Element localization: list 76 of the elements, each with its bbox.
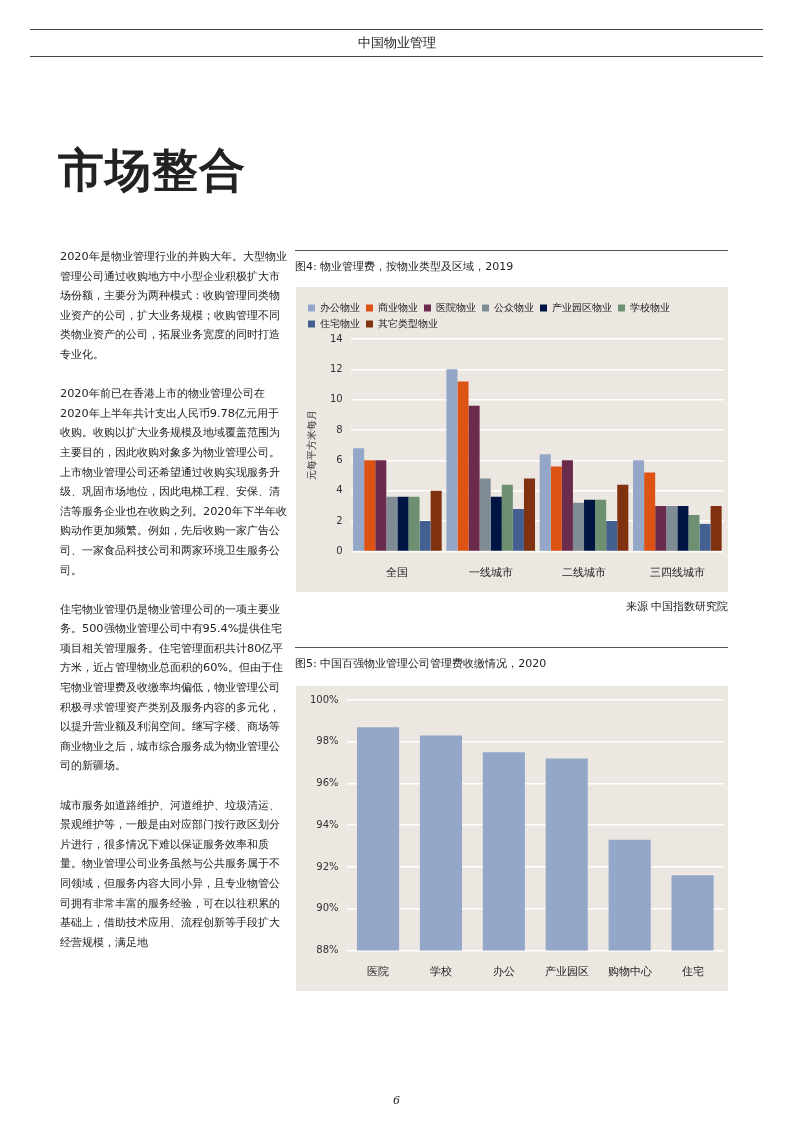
- y-axis-title: 元每平方米每月: [305, 410, 317, 481]
- legend-label: 学校物业: [630, 301, 670, 313]
- bar: [408, 496, 420, 551]
- y-tick-label: 0: [336, 544, 343, 556]
- legend-label: 其它类型物业: [378, 317, 438, 329]
- bar: [419, 521, 431, 551]
- bar: [666, 505, 678, 551]
- bar: [584, 499, 596, 551]
- bar: [710, 505, 722, 551]
- x-tick-label: 医院: [367, 965, 390, 978]
- y-tick-label: 6: [336, 453, 343, 465]
- bar: [655, 505, 667, 551]
- y-tick-label: 2: [336, 514, 343, 526]
- bar: [550, 466, 562, 551]
- x-tick-label: 住宅: [681, 965, 704, 978]
- chart-title: 图5: 中国百强物业管理公司管理费收缴情况，2020: [295, 647, 728, 671]
- y-tick-label: 14: [329, 332, 343, 344]
- text: 城市服务如道路维护、河道维护、垃圾清运、景观维护等，一般是由对应部门按行政区划分片进行，很多情况下难以保证服务效率和质量。物业管理公司业务虽然与公共服务属于不同领域，但服务内容大同小异，且专业物管公司拥有非常丰富的服务经验，可在以往积累的基础上，借助技术应用、流程创新等手段扩大经营规模，满足地: [60, 797, 281, 951]
- text: 2020年前已在香港上市的物业管理公司在2020年上半年共计支出人民币9.78亿元用于收购。收购以扩大业务规模及地域覆盖范围为主要目的，因此收购对象多为物业管理公司。上市物业管理公司还希望通过收购实现服务升级、巩固市场地位，因此电梯工程、安保、清洁等服务企业也在收购之列。2020年下半年收购动作更加频繁。例如，先后收购一家广告公司、一家食品科技公司和两家环境卫生服务公司。: [60, 387, 287, 577]
- bar: [572, 502, 585, 551]
- bar: [617, 484, 629, 551]
- bar: [490, 496, 502, 551]
- x-tick-label: 一线城市: [468, 566, 513, 579]
- y-tick-label: 88%: [316, 943, 339, 955]
- y-tick-label: 10: [329, 393, 343, 405]
- bar: [386, 496, 398, 551]
- bar: [364, 460, 376, 551]
- x-tick-label: 办公: [492, 965, 515, 978]
- text: 中国物业管理: [30, 29, 763, 57]
- legend-label: 住宅物业: [320, 317, 360, 329]
- y-tick-label: 4: [336, 484, 343, 496]
- x-tick-label: 二线城市: [562, 566, 607, 579]
- x-tick-label: 全国: [386, 566, 409, 579]
- legend-label: 商业物业: [378, 301, 418, 313]
- bar: [699, 524, 711, 551]
- text: 2020年是物业管理行业的并购大年。大型物业管理公司通过收购地方中小型企业积极扩大市场份额，主要分为两种模式：收购管理同类物业资产的公司，扩大业务规模；收购管理不同类物业资产的公司，拓展业务宽度的同时打造专业化。: [60, 249, 288, 363]
- y-tick-label: 96%: [316, 777, 339, 789]
- text: 住宅物业管理仍是物业管理公司的一项主要业务。500强物业管理公司中有95.4%提供住宅项目相关管理服务。住宅管理面积共计80亿平方米，近占管理物业总面积的60%。但由于住宅物业管理费及收缴率均偏低，物业管理公司积极寻求管理资产类别及服务内容的多元化，以提升营业额及利润空间。继写字楼、商场等商业物业之后，城市综合服务成为物业管理公司的新疆场。: [60, 602, 284, 773]
- y-tick-label: 100%: [310, 693, 339, 705]
- source-note: 来源 中国指数研究院: [625, 600, 728, 614]
- bar: [468, 405, 480, 551]
- legend-label: 产业园区物业: [552, 301, 612, 313]
- bar: [633, 460, 645, 551]
- y-tick-label: 98%: [316, 735, 339, 747]
- bar: [457, 381, 469, 551]
- y-tick-label: 8: [336, 423, 343, 435]
- bar: [539, 454, 551, 551]
- bar: [595, 499, 607, 551]
- bar: [606, 521, 618, 551]
- bar: [501, 484, 513, 551]
- y-tick-label: 94%: [316, 818, 339, 830]
- bar: [677, 505, 689, 551]
- chart-title: 图4: 物业管理费，按物业类型及区域，2019: [295, 250, 728, 274]
- bar: [523, 478, 536, 551]
- bar: [446, 369, 458, 551]
- y-tick-label: 92%: [316, 860, 339, 872]
- x-tick-label: 购物中心: [607, 965, 652, 978]
- y-tick-label: 90%: [316, 902, 339, 914]
- bar: [688, 514, 700, 551]
- bar: [397, 496, 409, 551]
- text: 6: [392, 1094, 401, 1107]
- x-tick-label: 三四线城市: [649, 566, 705, 579]
- bar: [644, 472, 656, 551]
- bar: [430, 490, 442, 551]
- text: 市场整合: [58, 142, 246, 199]
- legend-label: 办公物业: [320, 301, 360, 313]
- legend-label: 医院物业: [436, 301, 476, 313]
- x-tick-label: 学校: [429, 965, 452, 978]
- x-tick-label: 产业园区: [544, 965, 589, 978]
- bar: [479, 478, 491, 551]
- bar: [353, 448, 365, 551]
- bar: [561, 460, 573, 551]
- y-tick-label: 12: [329, 362, 343, 374]
- legend-label: 公众物业: [494, 301, 534, 313]
- bar: [512, 508, 524, 551]
- bar: [375, 460, 387, 551]
